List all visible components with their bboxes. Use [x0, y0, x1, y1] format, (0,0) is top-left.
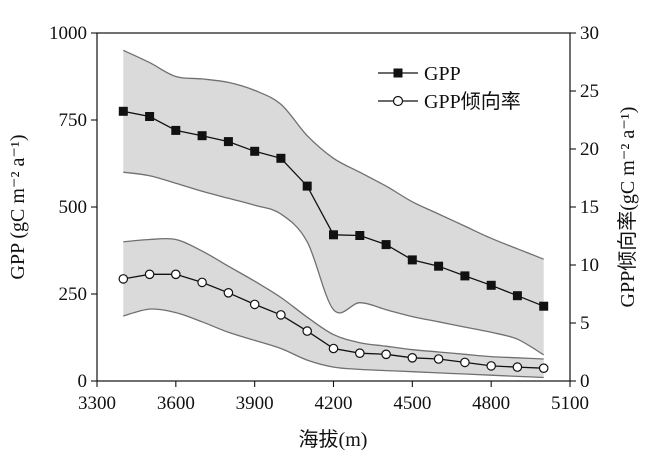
point-gpp	[512, 291, 522, 301]
band-upper-edge-gpp	[123, 49, 544, 260]
point-gpp-trend	[276, 310, 286, 320]
x-tick-label: 4200	[315, 393, 353, 414]
point-gpp	[223, 137, 233, 147]
band-lower-edge-gpp-trend	[123, 308, 544, 379]
point-gpp-trend	[302, 326, 312, 336]
right-y-tick-label: 15	[580, 197, 599, 218]
point-gpp	[381, 240, 391, 250]
point-gpp-trend	[460, 357, 470, 368]
left-y-tick-label: 500	[59, 197, 88, 218]
point-gpp	[355, 231, 365, 240]
point-gpp-trend	[118, 274, 129, 284]
point-gpp	[118, 106, 128, 116]
point-gpp	[460, 271, 470, 281]
band-fill-gpp	[123, 50, 544, 355]
point-gpp-trend	[381, 349, 391, 360]
legend: GPP GPP倾向率	[378, 63, 521, 113]
point-gpp-trend	[223, 287, 234, 298]
right-y-tick-label: 25	[580, 81, 599, 102]
point-gpp	[407, 255, 417, 265]
right-y-tick-label: 20	[580, 139, 599, 160]
point-gpp	[486, 280, 496, 290]
point-gpp	[434, 261, 444, 271]
point-gpp	[197, 131, 207, 141]
point-gpp-trend	[433, 354, 444, 364]
left-y-tick-label: 750	[59, 110, 88, 131]
point-gpp-trend	[512, 362, 523, 372]
point-gpp	[145, 112, 155, 121]
legend-marker-gpp-trend	[392, 95, 404, 107]
band-upper-edge-gpp-trend	[123, 237, 544, 360]
band-lower-edge-gpp	[123, 171, 545, 356]
point-gpp	[171, 125, 181, 135]
point-gpp-trend	[486, 361, 496, 371]
point-gpp	[250, 146, 260, 156]
left-y-axis-title: GPP (gC m⁻² a⁻¹)	[7, 134, 29, 279]
point-gpp-trend	[249, 299, 260, 310]
legend-marker-gpp	[393, 68, 403, 78]
point-gpp-trend	[171, 269, 181, 280]
confidence-bands	[123, 49, 545, 379]
legend-label-gpp-trend: GPP倾向率	[424, 90, 521, 113]
right-y-tick-label: 30	[580, 23, 599, 44]
x-tick-label: 3300	[78, 393, 116, 414]
point-gpp-trend	[538, 363, 549, 373]
x-tick-label: 5100	[551, 393, 589, 414]
right-y-tick-label: 5	[580, 313, 590, 334]
left-y-tick-label: 0	[78, 371, 88, 392]
x-tick-label: 4500	[393, 393, 431, 414]
x-tick-label: 3900	[236, 393, 274, 414]
axis-ticks: 3300 3600 3900 4200 4500 4800 5100025050075010…	[49, 23, 599, 414]
series-markers	[118, 106, 549, 373]
x-axis-title: 海拔(m)	[299, 428, 368, 451]
point-gpp-trend	[328, 343, 339, 354]
band-fill-gpp-trend	[123, 238, 544, 378]
x-tick-label: 4800	[472, 393, 510, 414]
right-y-tick-label: 0	[580, 371, 590, 392]
right-y-axis-title: GPP倾向率(gC m⁻² a⁻¹)	[616, 107, 639, 308]
point-gpp-trend	[407, 352, 418, 363]
point-gpp	[276, 153, 286, 163]
point-gpp	[329, 230, 338, 240]
legend-label-gpp: GPP	[424, 63, 461, 85]
point-gpp	[539, 301, 549, 311]
left-y-tick-label: 1000	[49, 23, 87, 44]
point-gpp-trend	[197, 277, 207, 288]
right-y-tick-label: 10	[580, 255, 599, 276]
point-gpp-trend	[354, 348, 365, 358]
left-y-tick-label: 250	[59, 284, 88, 305]
x-tick-label: 3600	[157, 393, 195, 414]
point-gpp	[302, 181, 312, 191]
point-gpp-trend	[144, 269, 155, 280]
